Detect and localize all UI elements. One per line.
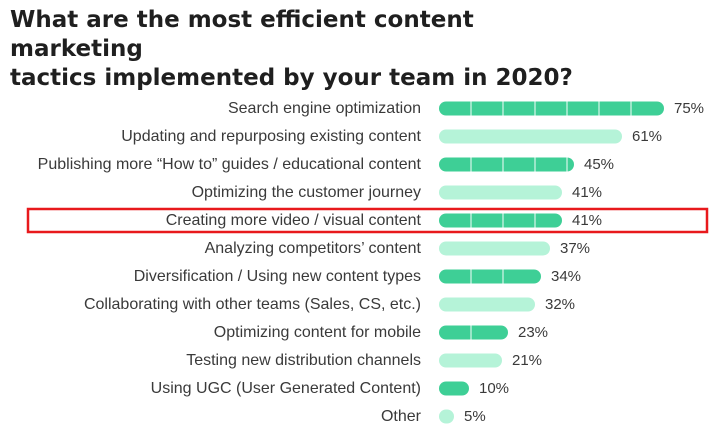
data-label: 21% xyxy=(512,352,542,369)
category-label: Creating more video / visual content xyxy=(166,212,422,229)
bar xyxy=(439,297,535,312)
bar xyxy=(439,185,562,200)
highlight-box xyxy=(26,207,709,234)
category-label: Using UGC (User Generated Content) xyxy=(151,380,421,397)
bar xyxy=(439,409,454,424)
category-label: Analyzing competitors’ content xyxy=(205,240,422,257)
bar xyxy=(439,129,622,144)
data-label: 10% xyxy=(479,380,509,397)
chart-title: What are the most efficient content mark… xyxy=(10,6,610,93)
bar xyxy=(439,381,469,396)
category-label: Other xyxy=(381,408,422,425)
bar xyxy=(439,241,550,256)
data-label: 34% xyxy=(551,268,581,285)
category-label: Collaborating with other teams (Sales, C… xyxy=(84,296,421,313)
data-label: 41% xyxy=(572,212,602,229)
bar xyxy=(439,213,562,228)
chart-title-line-2: tactics implemented by your team in 2020… xyxy=(10,65,573,91)
bar xyxy=(439,101,664,116)
data-label: 23% xyxy=(518,324,548,341)
category-label: Updating and repurposing existing conten… xyxy=(121,128,421,145)
data-label: 75% xyxy=(674,100,704,117)
category-label: Diversification / Using new content type… xyxy=(134,268,421,285)
data-label: 32% xyxy=(545,296,575,313)
category-label: Publishing more “How to” guides / educat… xyxy=(38,156,422,173)
data-label: 5% xyxy=(464,408,486,425)
bar xyxy=(439,325,508,340)
data-label: 37% xyxy=(560,240,590,257)
category-label: Testing new distribution channels xyxy=(186,352,421,369)
chart-title-line-1: What are the most efficient content mark… xyxy=(10,7,474,62)
data-label: 41% xyxy=(572,184,602,201)
bar xyxy=(439,269,541,284)
data-label: 61% xyxy=(632,128,662,145)
bar xyxy=(439,353,502,368)
data-label: 45% xyxy=(584,156,614,173)
bar xyxy=(439,157,574,172)
category-label: Search engine optimization xyxy=(228,100,421,117)
category-label: Optimizing content for mobile xyxy=(214,324,421,341)
category-label: Optimizing the customer journey xyxy=(192,184,421,201)
